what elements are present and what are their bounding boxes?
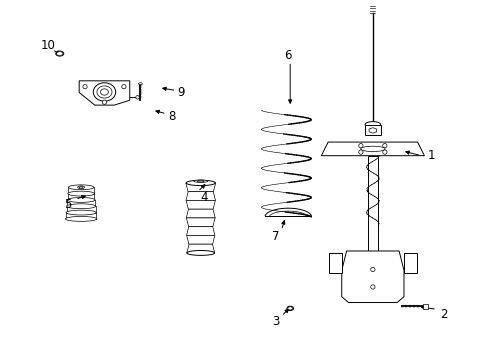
Text: 4: 4 xyxy=(200,191,207,204)
Circle shape xyxy=(102,100,106,104)
Polygon shape xyxy=(287,307,292,310)
Text: 8: 8 xyxy=(167,110,175,123)
Ellipse shape xyxy=(68,185,94,190)
Ellipse shape xyxy=(79,186,82,188)
Circle shape xyxy=(370,285,374,289)
Ellipse shape xyxy=(186,251,214,255)
Ellipse shape xyxy=(360,146,384,152)
Polygon shape xyxy=(341,251,403,302)
Polygon shape xyxy=(186,227,214,235)
Polygon shape xyxy=(403,253,416,273)
Ellipse shape xyxy=(101,89,108,95)
Bar xyxy=(423,304,427,309)
Polygon shape xyxy=(185,192,215,201)
Text: 6: 6 xyxy=(284,49,291,62)
Ellipse shape xyxy=(138,83,142,85)
Bar xyxy=(367,156,377,251)
Bar xyxy=(365,125,380,135)
Bar xyxy=(67,200,95,206)
Text: 1: 1 xyxy=(427,149,434,162)
Ellipse shape xyxy=(78,186,84,189)
Polygon shape xyxy=(186,209,215,218)
Polygon shape xyxy=(186,218,215,227)
Bar xyxy=(68,187,94,194)
Text: 2: 2 xyxy=(439,308,447,321)
Ellipse shape xyxy=(66,210,96,215)
Bar xyxy=(68,194,94,200)
Polygon shape xyxy=(368,128,376,133)
Ellipse shape xyxy=(66,204,96,209)
Polygon shape xyxy=(186,201,215,209)
Text: 7: 7 xyxy=(271,230,279,243)
Ellipse shape xyxy=(56,51,63,56)
Polygon shape xyxy=(79,81,129,105)
Circle shape xyxy=(122,85,126,89)
Circle shape xyxy=(370,267,374,271)
Bar xyxy=(66,212,96,219)
Polygon shape xyxy=(321,142,424,156)
Polygon shape xyxy=(185,183,215,192)
Polygon shape xyxy=(186,244,214,253)
Ellipse shape xyxy=(365,122,380,127)
Ellipse shape xyxy=(197,180,204,182)
Text: 9: 9 xyxy=(177,86,184,99)
Ellipse shape xyxy=(93,83,116,101)
Text: 3: 3 xyxy=(271,315,279,328)
Polygon shape xyxy=(186,235,214,244)
Polygon shape xyxy=(328,253,341,273)
Ellipse shape xyxy=(65,216,97,221)
Circle shape xyxy=(382,144,386,148)
Ellipse shape xyxy=(186,180,215,186)
Circle shape xyxy=(358,150,362,154)
Ellipse shape xyxy=(193,180,207,183)
Bar xyxy=(66,206,96,212)
Circle shape xyxy=(382,150,386,154)
Circle shape xyxy=(358,144,362,148)
Ellipse shape xyxy=(286,306,293,311)
Ellipse shape xyxy=(97,86,112,98)
Ellipse shape xyxy=(68,191,94,196)
Text: 10: 10 xyxy=(41,39,56,52)
Polygon shape xyxy=(57,51,62,56)
Circle shape xyxy=(82,85,87,89)
Circle shape xyxy=(136,96,139,99)
Ellipse shape xyxy=(67,198,95,202)
Text: 5: 5 xyxy=(64,198,71,211)
